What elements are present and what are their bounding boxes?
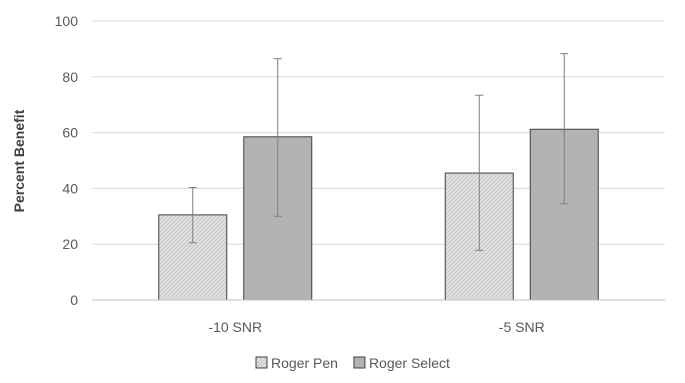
legend-label: Roger Select <box>369 355 450 371</box>
y-tick-label: 0 <box>70 292 78 308</box>
y-tick-label: 80 <box>62 69 78 85</box>
legend: Roger Pen Roger Select <box>255 355 450 371</box>
y-tick-label: 20 <box>62 236 78 252</box>
x-tick-label: -5 SNR <box>499 319 545 335</box>
axes: 0 20 40 60 80 100 -10 SNR -5 SNR <box>55 13 665 335</box>
legend-label: Roger Pen <box>271 355 338 371</box>
y-axis-label: Percent Benefit <box>11 109 27 212</box>
y-tick-label: 60 <box>62 125 78 141</box>
legend-swatch <box>255 356 268 369</box>
y-tick-label: 100 <box>55 13 79 29</box>
legend-swatch <box>353 356 366 369</box>
error-bars <box>188 53 569 251</box>
x-tick-label: -10 SNR <box>208 319 262 335</box>
y-tick-label: 40 <box>62 180 78 196</box>
bars <box>158 128 599 301</box>
